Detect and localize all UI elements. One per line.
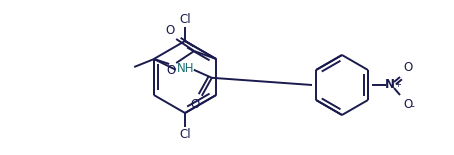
Text: NH: NH [177, 62, 194, 75]
Text: O: O [165, 24, 174, 37]
Text: O: O [403, 61, 412, 74]
Text: O: O [166, 64, 175, 77]
Text: Cl: Cl [179, 128, 191, 141]
Text: +: + [394, 80, 401, 89]
Text: O: O [191, 98, 200, 111]
Text: -: - [410, 101, 414, 111]
Text: N: N [385, 78, 395, 91]
Text: Cl: Cl [179, 13, 191, 26]
Text: O: O [403, 98, 412, 111]
